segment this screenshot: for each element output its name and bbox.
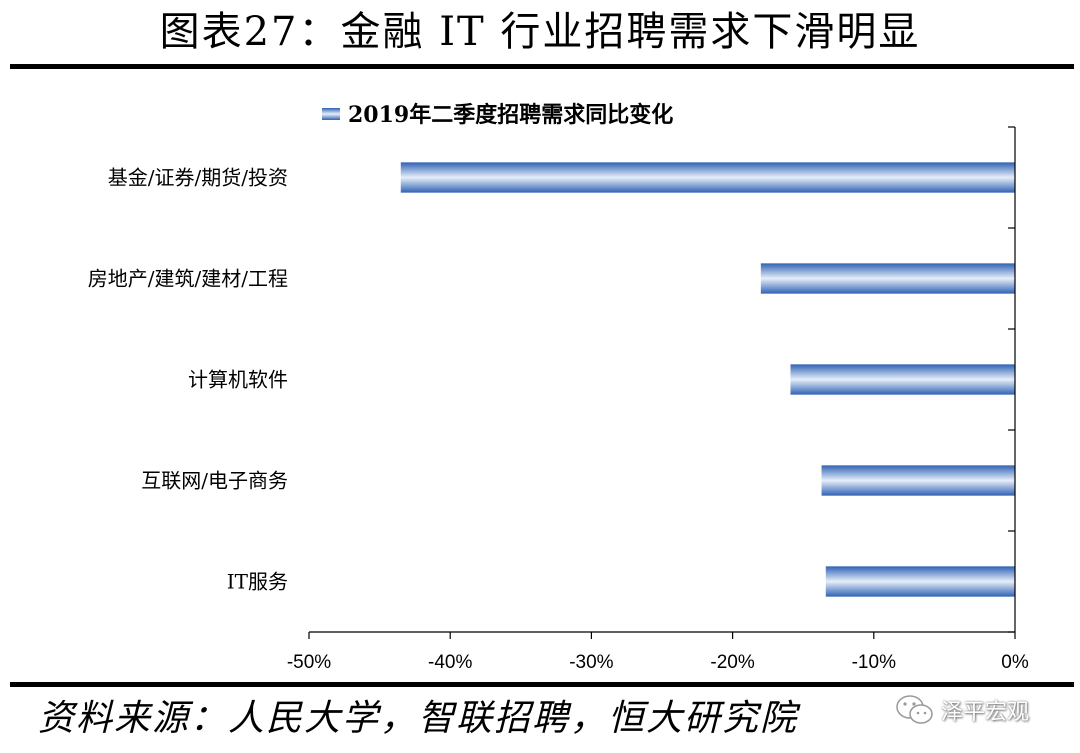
- legend-swatch: [322, 108, 340, 120]
- bar: [400, 162, 1015, 193]
- watermark-text: 泽平宏观: [941, 700, 1030, 725]
- x-tick-label: -20%: [710, 652, 754, 673]
- x-tick-label: -50%: [287, 652, 331, 673]
- category-label: 互联网/电子商务: [141, 469, 288, 493]
- chart-legend: 2019年二季度招聘需求同比变化: [322, 102, 673, 128]
- x-tick-label: -40%: [428, 652, 472, 673]
- category-label: 计算机软件: [188, 368, 288, 392]
- page-title: 图表27：金融 IT 行业招聘需求下滑明显: [159, 9, 921, 55]
- x-tick-label: 0%: [1001, 652, 1029, 673]
- category-label: IT服务: [227, 570, 288, 594]
- footer-divider: [10, 682, 1074, 687]
- bar: [760, 263, 1015, 294]
- x-tick-label: -10%: [852, 652, 896, 673]
- legend-label: 2019年二季度招聘需求同比变化: [348, 102, 673, 128]
- bar: [790, 364, 1015, 395]
- x-tick-label: -30%: [569, 652, 613, 673]
- source-note: 资料来源：人民大学，智联招聘，恒大研究院: [38, 698, 799, 739]
- category-label: 基金/证券/期货/投资: [108, 166, 288, 190]
- wechat-icon: [896, 695, 933, 724]
- watermark: 泽平宏观: [895, 692, 1029, 728]
- bar-chart: 2019年二季度招聘需求同比变化 -50% -40% -30% -20% -10% 0% 基…: [88, 102, 1029, 673]
- bar: [825, 566, 1015, 597]
- bar: [821, 465, 1015, 496]
- category-label: 房地产/建筑/建材/工程: [88, 267, 288, 291]
- title-divider: [10, 64, 1074, 69]
